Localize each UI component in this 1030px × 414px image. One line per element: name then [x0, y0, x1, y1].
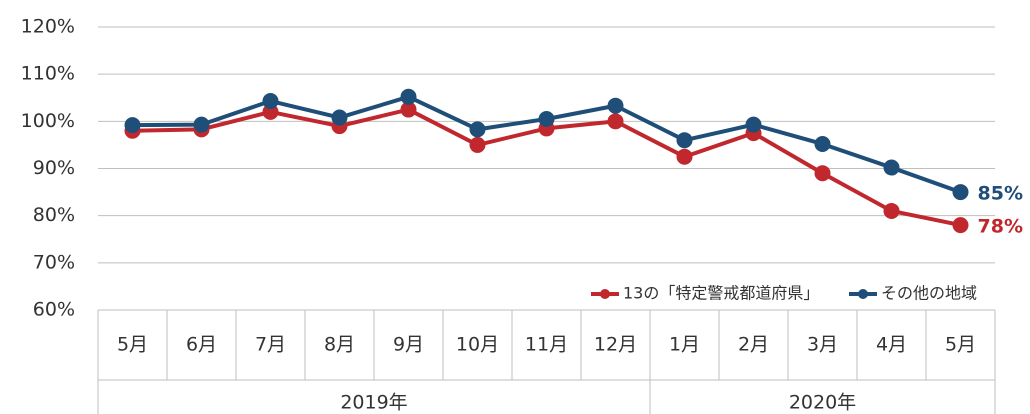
point [883, 159, 900, 176]
value-label: 85% [978, 183, 1023, 205]
legend-marker [600, 289, 610, 299]
y-tick-label: 70% [33, 251, 75, 273]
x-tick-label: 5月 [117, 334, 148, 356]
x-tick-label: 10月 [456, 334, 499, 356]
point [538, 110, 555, 127]
x-tick-label: 11月 [525, 334, 568, 356]
point [883, 202, 900, 219]
x-tick-label: 12月 [594, 334, 637, 356]
y-tick-label: 120% [21, 16, 75, 38]
y-tick-label: 110% [21, 63, 75, 85]
point [607, 113, 624, 130]
x-tick-label: 2月 [738, 334, 769, 356]
point [262, 93, 279, 110]
point [400, 101, 417, 118]
y-tick-label: 100% [21, 110, 75, 132]
x-tick-label: 5月 [945, 334, 976, 356]
group-label: 2019年 [340, 392, 407, 414]
x-tick-label: 6月 [186, 334, 217, 356]
x-tick-label: 1月 [669, 334, 700, 356]
legend-label: 13の「特定警戒都道府県」 [623, 284, 819, 303]
point [607, 97, 624, 114]
point [745, 116, 762, 133]
point [676, 148, 693, 165]
x-tick-label: 7月 [255, 334, 286, 356]
y-tick-label: 60% [33, 299, 75, 321]
point [814, 135, 831, 152]
y-tick-label: 90% [33, 157, 75, 179]
point [469, 136, 486, 153]
point [400, 88, 417, 105]
point [469, 121, 486, 138]
value-label: 78% [978, 216, 1023, 238]
x-tick-label: 8月 [324, 334, 355, 356]
point [124, 117, 141, 134]
point [814, 165, 831, 182]
point [676, 132, 693, 149]
point [331, 109, 348, 126]
legend-marker [858, 289, 868, 299]
x-tick-label: 3月 [807, 334, 838, 356]
y-tick-label: 80% [33, 204, 75, 226]
group-label: 2020年 [789, 392, 856, 414]
point [193, 116, 210, 133]
x-tick-label: 4月 [876, 334, 907, 356]
legend-label: その他の地域 [881, 284, 977, 303]
point [952, 217, 969, 234]
point [952, 184, 969, 201]
x-tick-label: 9月 [393, 334, 424, 356]
